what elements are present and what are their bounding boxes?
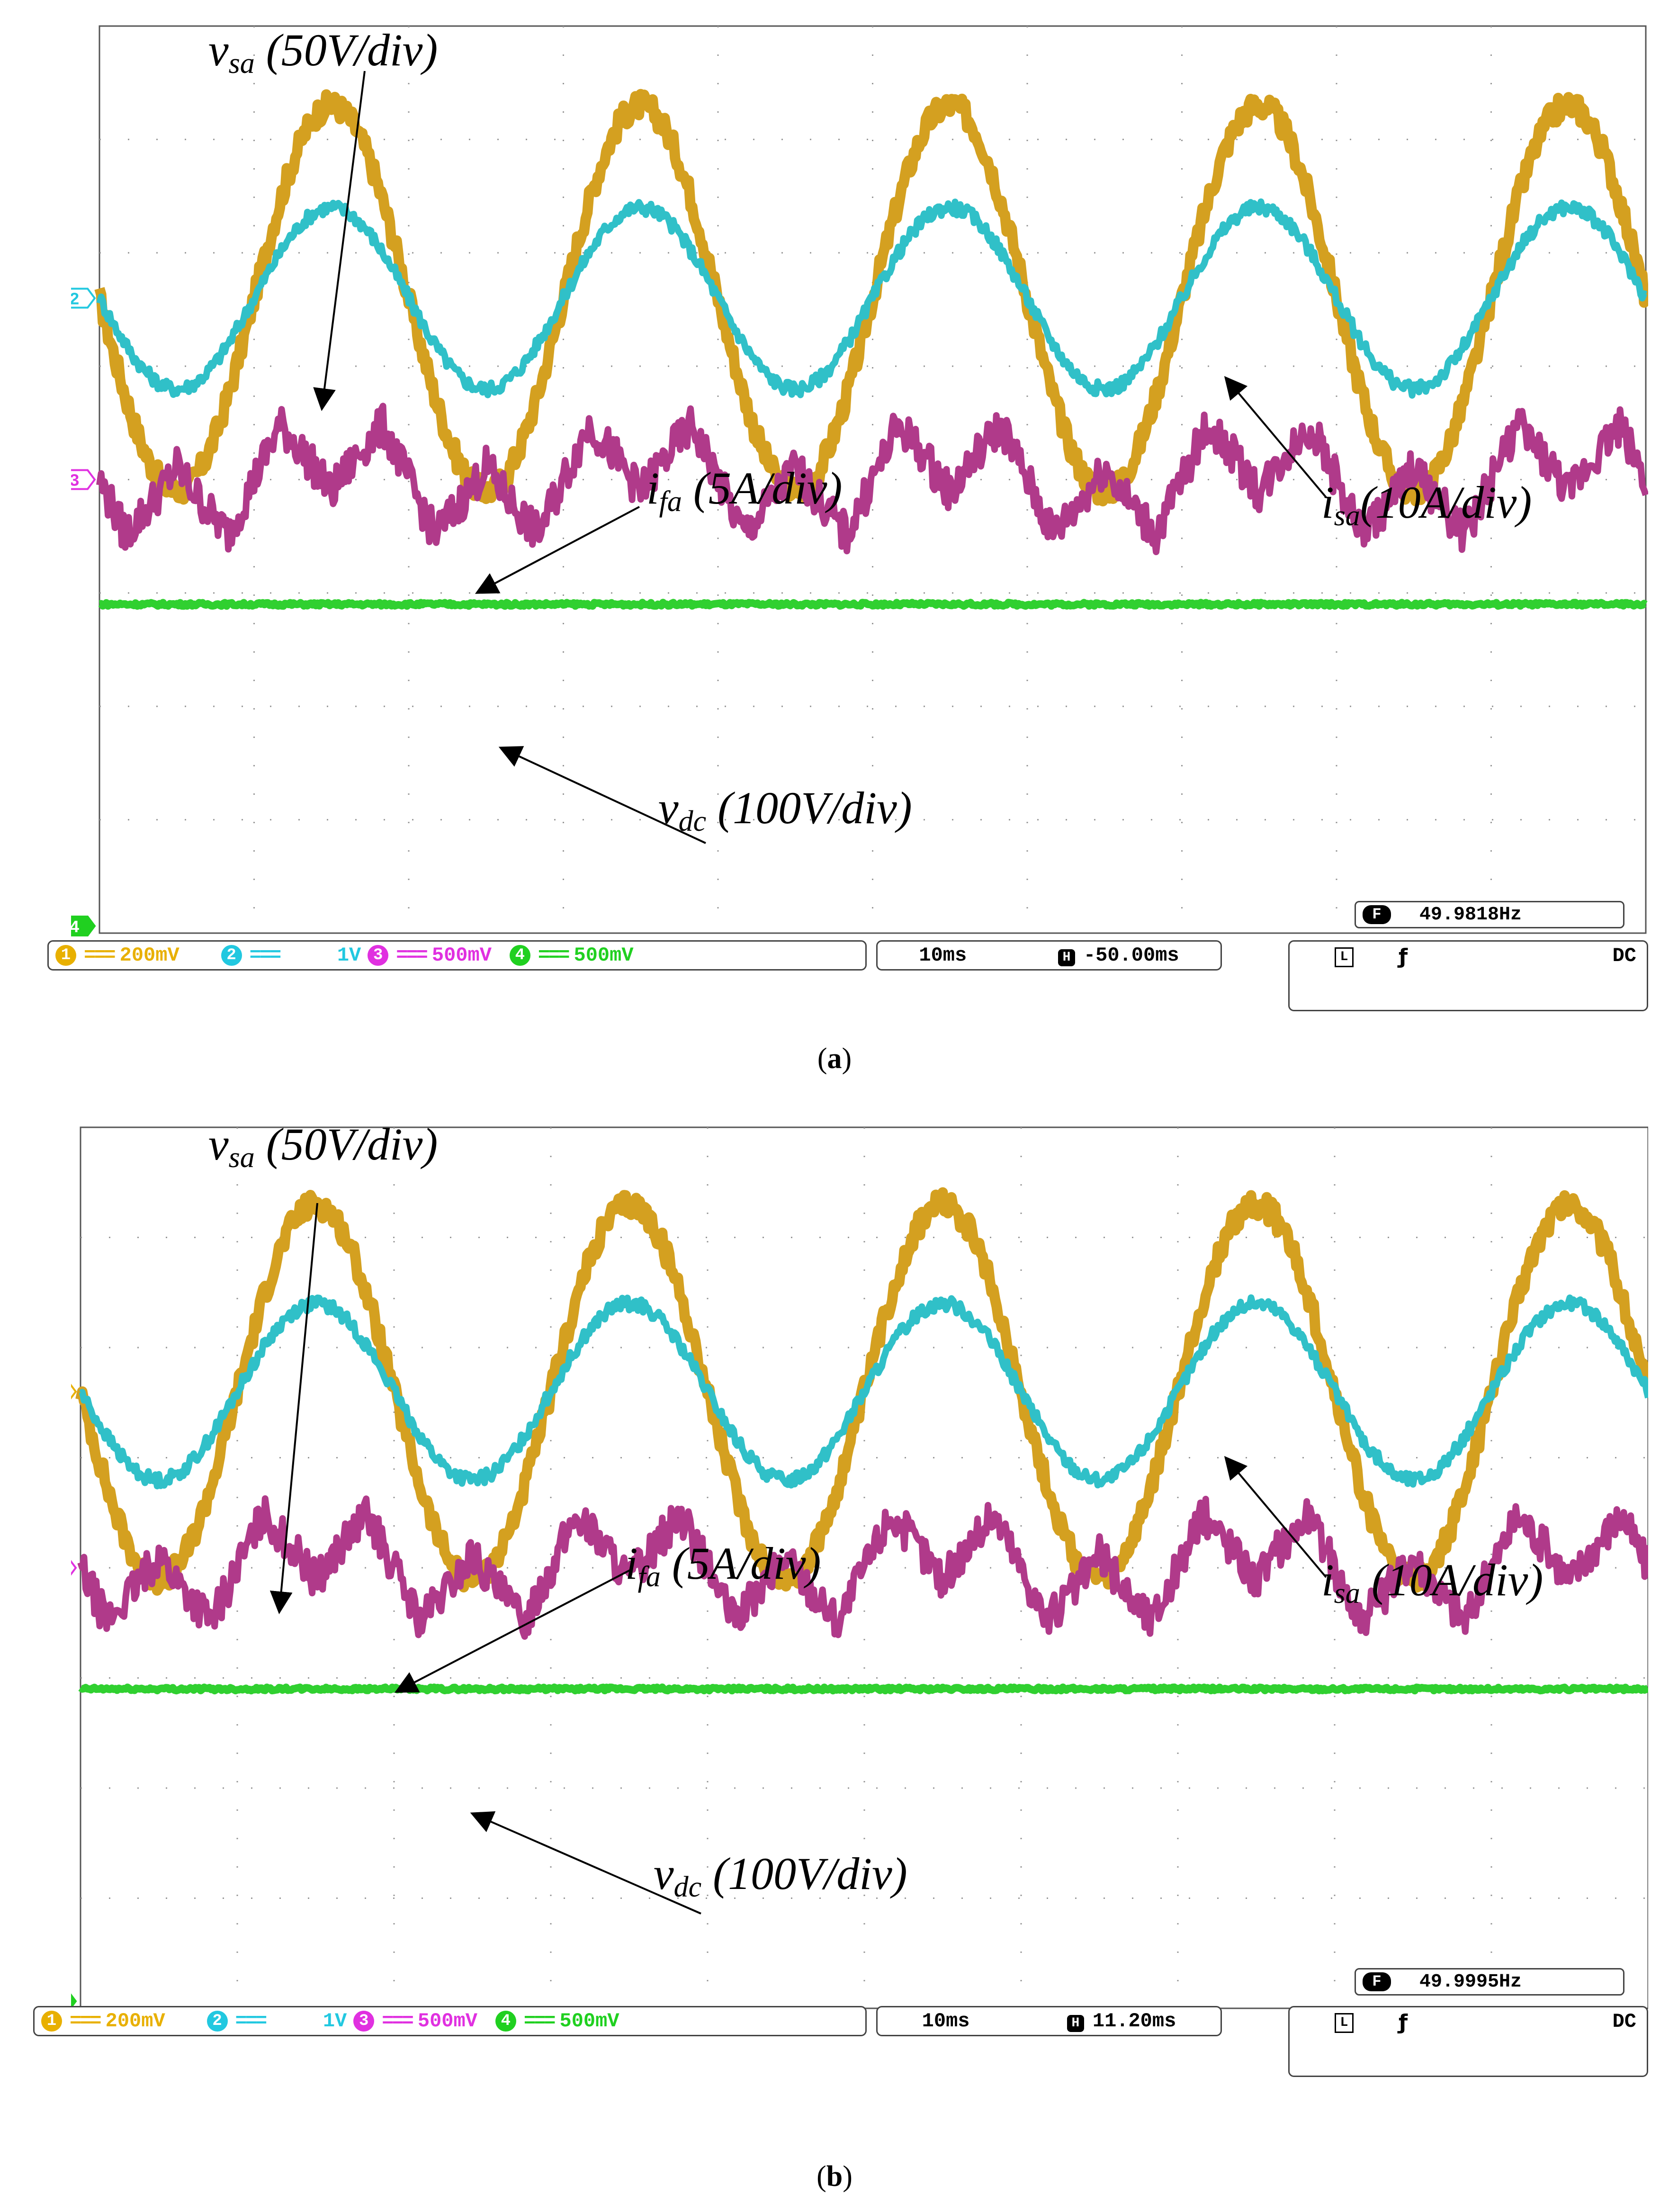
trigger-coupling: DC (1612, 2010, 1636, 2033)
horizontal-position-icon: H (1058, 949, 1075, 966)
channel-scale-box-b: 1 === 200mV 2 === 1V 3 === 500mV 4 === 500mV (33, 2006, 867, 2036)
status-bar-b: 1 === 200mV 2 === 1V 3 === 500mV 4 === 500mV 10m… (33, 2006, 1648, 2077)
oscilloscope-panel-b: 134 vsa (50V/div) ifa (5A/div) isa (10A/… (33, 1108, 1648, 2141)
label-vsa-b: vsa (50V/div) (208, 1119, 438, 1174)
annotation-arrow (1224, 1456, 1327, 1578)
timebase-box-a[interactable]: 10ms H -50.00ms (876, 940, 1222, 971)
time-per-div: 10ms (922, 2010, 970, 2032)
waveform-plot-b: 134 (71, 1126, 1648, 2009)
channel-3-scale[interactable]: 3 === 500mV (353, 2010, 489, 2032)
trigger-slope-icon: ƒ (1399, 2010, 1408, 2034)
channel-1-scale[interactable]: 1 === 200mV (55, 944, 215, 967)
frequency-icon: F (1363, 905, 1391, 924)
ground-marker-4: 4 (71, 916, 96, 937)
caption-a: (a) (817, 1043, 852, 1075)
trace-v-sa (75, 1187, 1648, 1596)
trigger-slope-icon: ƒ (1399, 944, 1408, 969)
annotation-arrow (470, 1811, 701, 1915)
channel-2-scale[interactable]: 2 === 1V (206, 2010, 347, 2032)
label-isa-a: isa(10A/div) (1321, 477, 1532, 532)
horizontal-position: -50.00ms (1083, 944, 1179, 967)
ground-marker-3: 3 (71, 1560, 77, 1576)
annotation-arrow (498, 746, 706, 844)
svg-text:3: 3 (71, 472, 80, 491)
trigger-mode-icon: L (1335, 2013, 1354, 2033)
trigger-box-a[interactable]: L ƒ DC (1288, 940, 1648, 1011)
label-ifa-b: ifa (5A/div) (625, 1538, 821, 1593)
annotation-arrow (269, 1203, 318, 1614)
svg-text:4: 4 (71, 918, 80, 937)
trace-i-sa (96, 198, 1648, 399)
channel-2-scale[interactable]: 2 === 1V (221, 944, 361, 967)
horizontal-position: 11.20ms (1092, 2010, 1176, 2032)
frequency-readout-a: F 49.9818Hz (1355, 901, 1624, 928)
annotation-arrow (475, 506, 640, 594)
ground-marker-2: 2 (71, 288, 96, 310)
label-vdc-b: vdc (100V/div) (654, 1848, 907, 1903)
ground-marker-3: 3 (71, 469, 96, 491)
trigger-box-b[interactable]: L ƒ DC (1288, 2006, 1648, 2077)
channel-1-scale[interactable]: 1 === 200mV (41, 2010, 200, 2032)
frequency-icon: F (1363, 1972, 1391, 1991)
trigger-mode-icon: L (1335, 947, 1354, 967)
label-ifa-a: ifa (5A/div) (646, 463, 843, 518)
time-per-div: 10ms (919, 944, 967, 967)
label-vsa-a: vsa (50V/div) (208, 25, 438, 80)
label-isa-b: isa (10A/div) (1321, 1555, 1543, 1610)
frequency-readout-b: F 49.9995Hz (1355, 1968, 1624, 1996)
channel-scale-box-a: 1 === 200mV 2 === 1V 3 === 500mV 4 === 500mV (47, 940, 867, 971)
trace-v-dc (97, 599, 1648, 610)
waveform-plot-a: 2 3 4 (71, 25, 1648, 937)
svg-text:2: 2 (71, 290, 80, 310)
trigger-coupling: DC (1612, 944, 1636, 967)
annotation-arrow (394, 1569, 630, 1693)
trace-i-fa (77, 1495, 1648, 1640)
oscilloscope-panel-a: 2 3 4 vsa (50V/div) ifa (5A/div) isa(10A/d… (47, 0, 1648, 1033)
trace-i-sa (79, 1294, 1648, 1490)
trace-v-dc (78, 1683, 1648, 1695)
trace-i-fa (96, 403, 1648, 556)
channel-3-scale[interactable]: 3 === 500mV (368, 944, 503, 967)
caption-b: (b) (817, 2160, 852, 2193)
annotation-arrow (1224, 376, 1327, 498)
ground-marker-1: 1 (71, 1384, 77, 1400)
annotation-arrow (313, 71, 366, 411)
timebase-box-b[interactable]: 10ms H 11.20ms (876, 2006, 1222, 2036)
channel-4-scale[interactable]: 4 === 500mV (495, 2010, 631, 2032)
label-vdc-a: vdc (100V/div) (658, 782, 912, 837)
status-bar-a: 1 === 200mV 2 === 1V 3 === 500mV 4 === 500mV 10m… (47, 940, 1648, 1011)
channel-4-scale[interactable]: 4 === 500mV (509, 944, 645, 967)
horizontal-position-icon: H (1067, 2015, 1084, 2032)
